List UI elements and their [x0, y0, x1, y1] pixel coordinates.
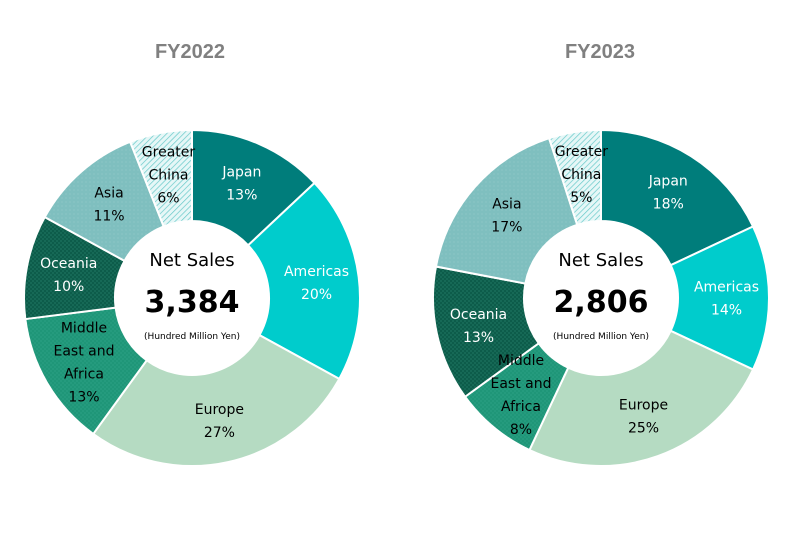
donut-hole — [115, 221, 269, 375]
center-value: 2,806 — [554, 285, 649, 320]
slice-label-americas: Americas 20% — [284, 264, 349, 303]
chart-title-fy2023: FY2023 — [565, 41, 635, 63]
slice-label-oceania: Oceania 10% — [40, 256, 97, 295]
chart-title-fy2022: FY2022 — [155, 41, 225, 63]
slice-label-europe: Europe 25% — [619, 398, 668, 437]
donut-hole — [524, 221, 678, 375]
slice-label-europe: Europe 27% — [195, 402, 244, 441]
slice-label-oceania: Oceania 13% — [450, 307, 507, 346]
slice-label-americas: Americas 14% — [694, 280, 759, 319]
slice-europe — [528, 329, 755, 467]
slice-label-asia: Asia 17% — [491, 197, 522, 236]
center-unit: (Hundred Million Yen) — [144, 332, 240, 342]
slice-label-japan: Japan 18% — [648, 174, 688, 213]
center-value: 3,384 — [145, 285, 240, 320]
donut-chart-fy2022: FY2022 Japan 13% Americas 20% Europe 27% Middl… — [23, 41, 362, 467]
slice-label-asia: Asia 11% — [93, 185, 124, 224]
center-unit: (Hundred Million Yen) — [553, 332, 649, 342]
slice-label-middle-east-and-africa: Middle East and Africa 13% — [53, 320, 114, 405]
slice-label-greater-china: Greater China 5% — [555, 144, 609, 206]
center-title: Net Sales — [558, 250, 643, 271]
center-title: Net Sales — [149, 250, 234, 271]
slice-label-greater-china: Greater China 6% — [142, 145, 196, 207]
slice-label-japan: Japan 13% — [221, 164, 261, 203]
slice-japan — [600, 128, 755, 267]
donut-chart-fy2023: FY2023 Japan 18% Americas 14% Europe 25% Middl… — [432, 41, 770, 467]
slice-label-middle-east-and-africa: Middle East and Africa 8% — [491, 353, 552, 438]
